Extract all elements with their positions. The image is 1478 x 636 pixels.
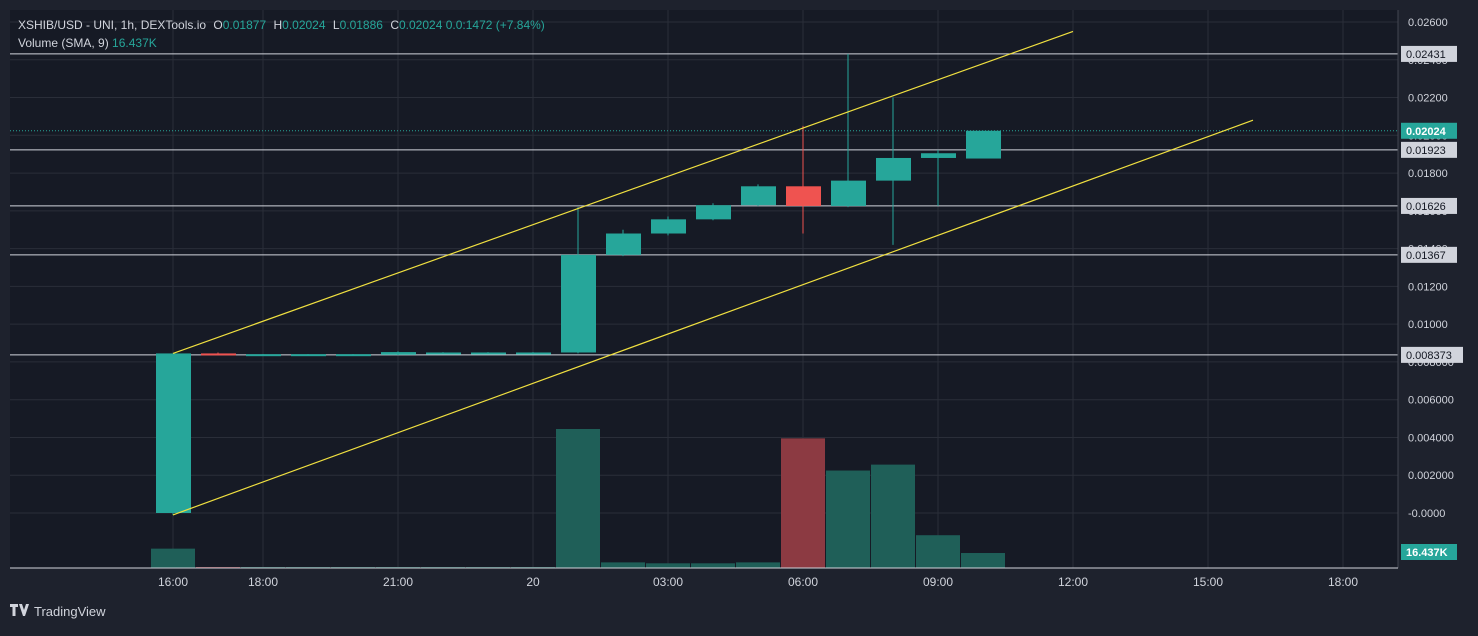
trendline[interactable] — [172, 30, 1074, 354]
candle-body[interactable] — [156, 353, 191, 513]
symbol-label[interactable]: XSHIB/USD - UNI, 1h, DEXTools.io — [18, 18, 207, 32]
low-value: 0.01886 — [339, 18, 383, 32]
x-tick-label: 18:00 — [248, 575, 278, 589]
change-value: 0.0:1472 (+7.84%) — [445, 18, 545, 32]
x-tick-label: 15:00 — [1193, 575, 1223, 589]
volume-bar — [826, 470, 870, 568]
y-tick-label: 0.02200 — [1408, 93, 1448, 105]
volume-bar — [556, 429, 600, 568]
y-tick-label: 0.002000 — [1408, 470, 1454, 482]
tradingview-logo-icon — [10, 604, 30, 619]
volume-value: 16.437K — [112, 36, 157, 50]
open-value: 0.01877 — [222, 18, 267, 32]
candle-body[interactable] — [471, 352, 506, 355]
volume-row: Volume (SMA, 9) 16.437K — [18, 34, 545, 52]
x-tick-label: 06:00 — [788, 575, 818, 589]
high-value: 0.02024 — [282, 18, 326, 32]
volume-bar — [691, 563, 735, 568]
volume-bar — [646, 563, 690, 568]
candle-body[interactable] — [921, 153, 956, 158]
close-value: 0.02024 — [398, 18, 443, 32]
y-tick-label: -0.0000 — [1408, 508, 1445, 520]
x-tick-label: 18:00 — [1328, 575, 1358, 589]
candles — [156, 53, 1001, 515]
x-tick-label: 09:00 — [923, 575, 953, 589]
candle-body[interactable] — [606, 233, 641, 255]
candle-body[interactable] — [651, 219, 686, 234]
volume-tag — [1401, 544, 1457, 560]
x-tick-label: 12:00 — [1058, 575, 1088, 589]
x-tick-label: 21:00 — [383, 575, 413, 589]
ohlc-row: XSHIB/USD - UNI, 1h, DEXTools.io O0.0187… — [18, 16, 545, 34]
level-tag — [1401, 45, 1457, 62]
last-price-tag — [1401, 122, 1457, 139]
candle-body[interactable] — [741, 186, 776, 206]
candle-body[interactable] — [561, 254, 596, 353]
price-tags: 0.02431 0.01923 0.01626 0.01367 0.008373 0.02… — [1401, 45, 1463, 560]
level-tag-label: 0.01923 — [1406, 145, 1446, 157]
volume-bar — [781, 438, 825, 568]
volume-bar — [601, 562, 645, 568]
candle-body[interactable] — [426, 352, 461, 355]
level-tag-label: 0.008373 — [1406, 350, 1452, 362]
time-axis[interactable]: 16:00 18:00 21:00 20 03:00 06:00 09:00 12:00 15:… — [10, 567, 1398, 589]
trend-channel[interactable] — [172, 30, 1254, 516]
candle-body[interactable] — [831, 180, 866, 206]
x-tick-label: 20 — [526, 575, 540, 589]
candle-body[interactable] — [201, 353, 236, 356]
volume-bars — [151, 429, 1005, 568]
volume-label[interactable]: Volume (SMA, 9) — [18, 36, 109, 50]
y-tick-label: 0.006000 — [1408, 395, 1454, 407]
plot-area[interactable] — [10, 10, 1398, 568]
level-tag-label: 0.01367 — [1406, 250, 1446, 262]
y-tick-label: 0.02600 — [1408, 17, 1448, 29]
open-label: O — [213, 18, 223, 32]
candle-body[interactable] — [966, 130, 1001, 159]
candle-body[interactable] — [246, 354, 281, 357]
y-tick-label: 0.004000 — [1408, 432, 1454, 444]
y-tick-label: 0.01200 — [1408, 281, 1448, 293]
candle-body[interactable] — [876, 157, 911, 181]
trendline[interactable] — [172, 119, 1254, 516]
candle-body[interactable] — [336, 354, 371, 357]
volume-bar — [916, 535, 960, 568]
volume-bar — [871, 464, 915, 568]
chart-legend: XSHIB/USD - UNI, 1h, DEXTools.io O0.0187… — [18, 16, 545, 52]
y-tick-label: 0.01000 — [1408, 319, 1448, 331]
volume-bar — [961, 553, 1005, 568]
level-tag-label: 0.01626 — [1406, 201, 1446, 213]
tradingview-brand[interactable]: TradingView — [10, 604, 106, 619]
candle-body[interactable] — [516, 352, 551, 355]
low-label: L — [332, 18, 340, 32]
level-tag — [1401, 246, 1457, 263]
high-label: H — [273, 18, 283, 32]
level-tag-label: 0.02431 — [1406, 49, 1446, 61]
candle-body[interactable] — [696, 205, 731, 220]
volume-tag-label: 16.437K — [1406, 547, 1448, 559]
level-tag — [1401, 197, 1457, 214]
volume-bar — [736, 562, 780, 568]
x-tick-label: 16:00 — [158, 575, 188, 589]
candle-body[interactable] — [291, 354, 326, 357]
last-price-label: 0.02024 — [1406, 126, 1447, 138]
x-tick-label: 03:00 — [653, 575, 683, 589]
volume-bar — [151, 548, 195, 568]
y-tick-label: 0.01800 — [1408, 168, 1448, 180]
candle-body[interactable] — [786, 186, 821, 206]
candle-body[interactable] — [381, 352, 416, 355]
level-tag — [1401, 346, 1463, 363]
brand-name: TradingView — [34, 604, 106, 619]
level-tag — [1401, 141, 1457, 158]
close-label: C — [390, 18, 399, 32]
